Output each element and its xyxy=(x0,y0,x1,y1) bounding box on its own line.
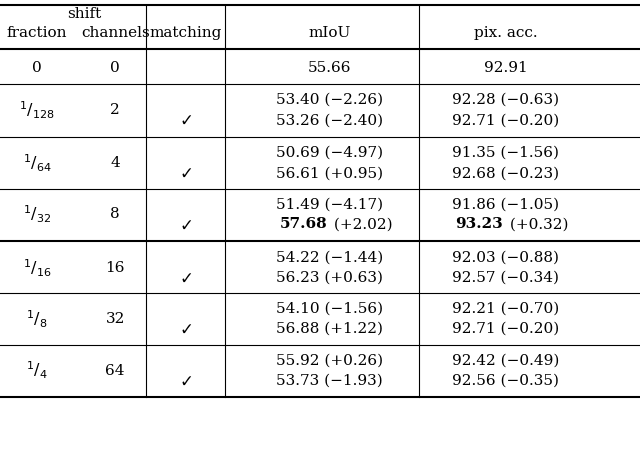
Text: $\checkmark$: $\checkmark$ xyxy=(179,372,192,390)
Text: $^{1}/_{64}$: $^{1}/_{64}$ xyxy=(22,153,52,174)
Text: 55.92 (+0.26): 55.92 (+0.26) xyxy=(276,354,383,367)
Text: $^{1}/_{8}$: $^{1}/_{8}$ xyxy=(26,308,48,329)
Text: 93.23: 93.23 xyxy=(455,218,503,231)
Text: $\checkmark$: $\checkmark$ xyxy=(179,215,192,234)
Text: 92.03 (−0.88): 92.03 (−0.88) xyxy=(452,251,559,265)
Text: 32: 32 xyxy=(106,312,125,326)
Text: (+2.02): (+2.02) xyxy=(329,218,392,231)
Text: 64: 64 xyxy=(106,364,125,377)
Text: 53.73 (−1.93): 53.73 (−1.93) xyxy=(276,374,383,388)
Text: 53.40 (−2.26): 53.40 (−2.26) xyxy=(276,93,383,107)
Text: channels: channels xyxy=(81,27,150,40)
Text: 56.88 (+1.22): 56.88 (+1.22) xyxy=(276,322,383,336)
Text: 4: 4 xyxy=(110,156,120,170)
Text: 0: 0 xyxy=(110,61,120,74)
Text: 92.71 (−0.20): 92.71 (−0.20) xyxy=(452,322,559,336)
Text: 8: 8 xyxy=(110,207,120,221)
Text: shift: shift xyxy=(67,7,101,21)
Text: 92.56 (−0.35): 92.56 (−0.35) xyxy=(452,374,559,388)
Text: (+0.32): (+0.32) xyxy=(505,218,568,231)
Text: 16: 16 xyxy=(106,261,125,275)
Text: 55.66: 55.66 xyxy=(308,61,351,74)
Text: 91.86 (−1.05): 91.86 (−1.05) xyxy=(452,197,559,211)
Text: 2: 2 xyxy=(110,103,120,117)
Text: $\checkmark$: $\checkmark$ xyxy=(179,269,192,287)
Text: mIoU: mIoU xyxy=(308,27,351,40)
Text: $^{1}/_{16}$: $^{1}/_{16}$ xyxy=(23,257,51,278)
Text: 92.28 (−0.63): 92.28 (−0.63) xyxy=(452,93,559,107)
Text: 92.42 (−0.49): 92.42 (−0.49) xyxy=(452,354,559,367)
Text: 92.91: 92.91 xyxy=(484,61,527,74)
Text: $^{1}/_{128}$: $^{1}/_{128}$ xyxy=(19,100,55,121)
Text: 92.57 (−0.34): 92.57 (−0.34) xyxy=(452,271,559,285)
Text: 50.69 (−4.97): 50.69 (−4.97) xyxy=(276,146,383,160)
Text: fraction: fraction xyxy=(7,27,67,40)
Text: matching: matching xyxy=(149,27,222,40)
Text: 92.71 (−0.20): 92.71 (−0.20) xyxy=(452,113,559,127)
Text: 91.35 (−1.56): 91.35 (−1.56) xyxy=(452,146,559,160)
Text: $\checkmark$: $\checkmark$ xyxy=(179,111,192,129)
Text: 54.10 (−1.56): 54.10 (−1.56) xyxy=(276,302,383,316)
Text: 54.22 (−1.44): 54.22 (−1.44) xyxy=(276,251,383,265)
Text: 56.23 (+0.63): 56.23 (+0.63) xyxy=(276,271,383,285)
Text: 53.26 (−2.40): 53.26 (−2.40) xyxy=(276,113,383,127)
Text: $^{1}/_{32}$: $^{1}/_{32}$ xyxy=(23,204,51,225)
Text: $^{1}/_{4}$: $^{1}/_{4}$ xyxy=(26,360,48,381)
Text: 0: 0 xyxy=(32,61,42,74)
Text: $\checkmark$: $\checkmark$ xyxy=(179,320,192,338)
Text: 57.68: 57.68 xyxy=(279,218,327,231)
Text: 51.49 (−4.17): 51.49 (−4.17) xyxy=(276,197,383,211)
Text: 56.61 (+0.95): 56.61 (+0.95) xyxy=(276,166,383,180)
Text: pix. acc.: pix. acc. xyxy=(474,27,538,40)
Text: 92.68 (−0.23): 92.68 (−0.23) xyxy=(452,166,559,180)
Text: $\checkmark$: $\checkmark$ xyxy=(179,164,192,182)
Text: 92.21 (−0.70): 92.21 (−0.70) xyxy=(452,302,559,316)
